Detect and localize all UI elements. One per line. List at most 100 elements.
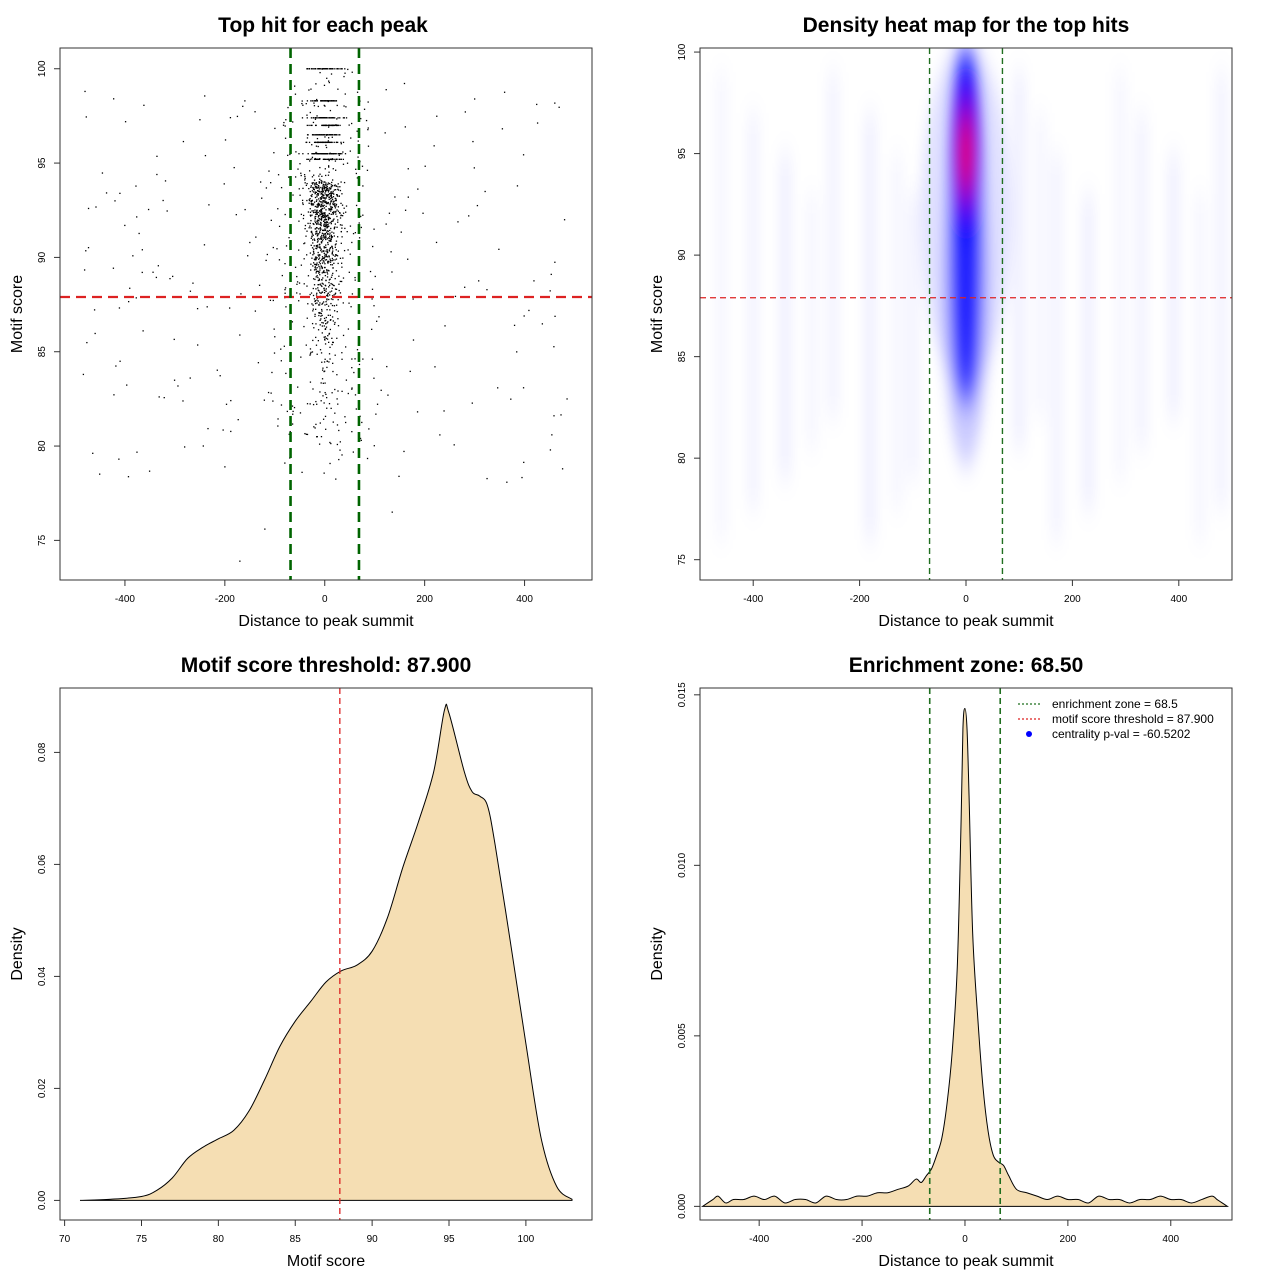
y-tick-label: 85 — [37, 346, 48, 358]
scatter-point — [316, 297, 319, 299]
scatter-point — [318, 255, 320, 257]
scatter-point — [374, 275, 376, 278]
scatter-point — [92, 452, 94, 454]
scatter-point — [324, 328, 327, 330]
scatter-point — [335, 478, 337, 480]
scatter-point — [311, 247, 314, 249]
scatter-point — [325, 215, 328, 218]
scatter-point — [331, 136, 333, 138]
x-tick-label: 400 — [516, 594, 533, 605]
scatter-point — [328, 361, 330, 363]
scatter-point — [329, 202, 331, 205]
scatter-point — [331, 185, 333, 188]
scatter-point — [323, 250, 325, 252]
scatter-point — [330, 193, 332, 195]
scatter-point — [326, 202, 329, 204]
scatter-point — [305, 235, 307, 237]
scatter-point — [332, 100, 334, 102]
scatter-point — [324, 198, 326, 200]
scatter-point — [339, 68, 341, 70]
scatter-point — [554, 261, 556, 263]
scatter-point — [337, 188, 339, 190]
scatter-point — [204, 95, 206, 97]
scatter-point — [322, 233, 325, 235]
scatter-point — [320, 237, 323, 239]
scatter-point — [549, 449, 552, 451]
scatter-x-axis: -400 -200 0 200 400 — [115, 580, 533, 605]
scatter-point — [323, 141, 325, 144]
scatter-point — [323, 185, 325, 187]
scatter-point — [326, 309, 328, 311]
scatter-point — [320, 266, 323, 268]
scatter-point — [305, 344, 307, 346]
scatter-point — [325, 323, 327, 325]
scatter-point — [277, 208, 279, 210]
scatter-point — [311, 190, 314, 192]
scatter-point — [327, 230, 329, 232]
panel-score-density: Motif score threshold: 87.900 70 75 80 85 90… — [9, 654, 593, 1270]
x-tick-label: -200 — [852, 1234, 872, 1245]
scatter-point — [332, 219, 334, 221]
scatter-point — [163, 397, 165, 399]
scatter-point — [317, 240, 319, 242]
scatter-point — [513, 324, 516, 327]
scatter-point — [337, 186, 339, 188]
scatter-point — [320, 198, 322, 200]
scatter-point — [324, 158, 327, 161]
scatter-point — [330, 276, 333, 278]
scatter-point — [319, 223, 322, 226]
scatter-point — [361, 165, 364, 167]
scatter-point — [332, 203, 335, 206]
scatter-point — [312, 117, 314, 119]
scatter-point — [322, 238, 324, 240]
scatter-point — [321, 180, 323, 182]
scatter-point — [327, 237, 330, 239]
score-density-plot-frame — [59, 687, 593, 1221]
scatter-point — [142, 330, 144, 332]
scatter-point — [311, 158, 313, 160]
scatter-point — [127, 476, 130, 478]
scatter-point — [330, 298, 333, 300]
scatter-point — [319, 243, 321, 246]
scatter-point — [314, 218, 316, 220]
scatter-point — [324, 224, 327, 226]
scatter-point — [320, 352, 323, 354]
scatter-point — [335, 304, 338, 306]
scatter-point — [329, 246, 332, 249]
scatter-point — [313, 223, 315, 226]
scatter-point — [337, 88, 339, 90]
scatter-point — [317, 204, 319, 206]
scatter-point — [343, 75, 345, 78]
scatter-point — [335, 210, 337, 213]
scatter-point — [332, 213, 334, 215]
scatter-point — [342, 158, 345, 161]
scatter-point — [330, 237, 333, 239]
scatter-point — [317, 219, 319, 221]
scatter-point — [319, 71, 321, 74]
scatter-point — [324, 225, 326, 228]
scatter-point — [314, 191, 316, 193]
scatter-point — [328, 216, 330, 219]
x-tick-label: 200 — [416, 594, 433, 605]
scatter-point — [321, 212, 323, 214]
scatter-point — [291, 405, 294, 407]
scatter-point — [337, 68, 339, 70]
scatter-point — [331, 100, 333, 102]
scatter-point — [352, 232, 355, 235]
scatter-point — [119, 360, 121, 362]
scatter-point — [324, 274, 327, 277]
distance-density-area — [700, 707, 1230, 1207]
scatter-point — [301, 100, 303, 102]
scatter-point — [339, 292, 342, 294]
heat-streak — [1195, 194, 1206, 540]
scatter-point — [553, 415, 555, 417]
scatter-point — [312, 203, 315, 205]
scatter-point — [339, 134, 341, 136]
scatter-point — [87, 246, 90, 249]
score-density-title: Motif score threshold: 87.900 — [181, 654, 472, 677]
scatter-point — [312, 388, 314, 390]
scatter-point — [339, 224, 342, 226]
scatter-point — [327, 191, 330, 193]
x-tick-label: 70 — [59, 1234, 71, 1245]
